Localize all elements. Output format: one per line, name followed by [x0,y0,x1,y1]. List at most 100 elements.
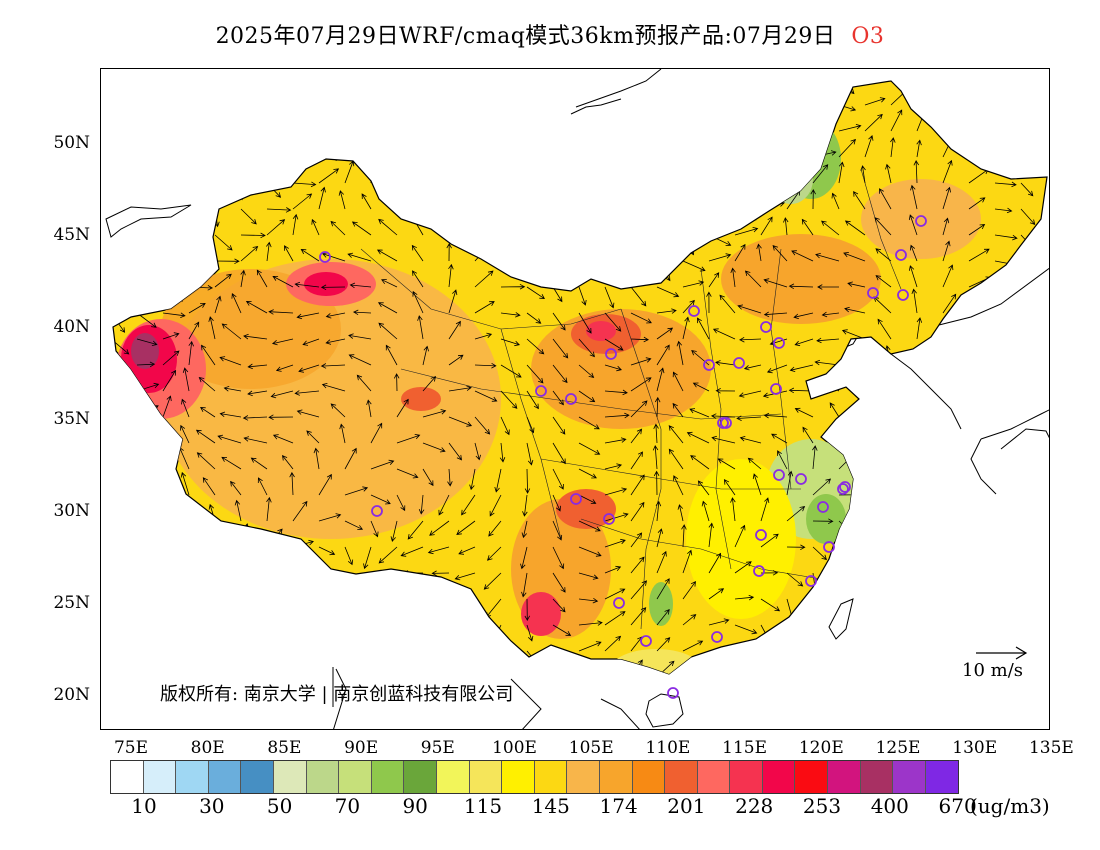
wind-arrow [890,494,897,514]
wind-arrow [552,442,566,465]
wind-arrow [864,135,874,158]
wind-arrow [608,104,632,113]
wind-arrow [811,81,817,104]
wind-arrow [113,442,135,448]
wind-arrow [786,130,795,148]
wind-arrow [162,660,177,674]
wind-arrow [942,390,968,396]
city-marker [603,513,615,525]
wind-arrow [111,686,119,703]
wind-arrow [815,253,840,262]
wind-arrow [188,550,198,574]
colorbar-swatch [828,761,861,793]
wind-arrow [474,221,487,236]
wind-arrow [486,546,502,561]
wind-arrow [391,165,398,184]
wind-arrow [604,286,615,309]
wind-arrow [320,363,346,369]
wind-arrow [955,494,970,516]
wind-arrow [678,208,684,227]
wind-arrow [431,570,450,577]
wind-arrow [1020,156,1038,174]
wind-arrow [448,416,473,427]
wind-arrow [916,414,942,420]
species-label: O3 [851,24,885,49]
wind-arrow [214,295,222,314]
wind-arrow [500,176,525,184]
wind-arrow [396,134,403,158]
wind-arrow [942,357,964,366]
wind-arrow [399,617,424,626]
wind-arrow [942,115,953,132]
wind-arrow [655,500,662,522]
wind-arrow [552,156,563,179]
wind-arrow [604,635,622,652]
wind-arrow [188,260,209,277]
wind-arrow [690,455,710,470]
wind-arrow [578,620,603,626]
wind-arrow [734,243,746,262]
city-marker [753,565,765,577]
wind-arrow [689,408,710,418]
wind-arrow [1018,520,1025,542]
wind-arrow [396,494,406,512]
wind-arrow [272,276,294,288]
japan-coast [970,409,1049,495]
wind-arrow [697,480,710,496]
wind-arrow [266,219,286,236]
wind-arrow [524,598,531,622]
wind-arrow [266,566,287,574]
wind-arrow [604,389,628,396]
wind-arrow [604,611,626,626]
wind-arrow [474,244,490,262]
wind-arrow [162,332,180,340]
wind-arrow [763,278,788,288]
wind-arrow [772,244,788,262]
wind-arrow [291,130,298,153]
wind-arrow [492,624,502,644]
wind-arrow [1021,695,1038,703]
wind-arrow [831,192,840,210]
wind-arrow [1046,468,1047,485]
wind-arrow [162,369,177,392]
wind-arrow [318,104,327,128]
wind-arrow [448,263,454,288]
longitude-label: 105E [568,738,614,758]
wind-arrow [552,364,568,384]
wind-arrow [326,598,346,616]
wind-arrow [632,81,658,82]
wind-arrow [552,670,576,674]
wind-arrow [630,312,652,324]
wind-arrow [118,182,138,197]
wind-arrow [930,677,943,692]
wind-arrow [1046,260,1047,281]
city-marker [613,597,625,609]
wind-arrow [711,435,736,444]
wind-arrow [526,234,547,248]
latitude-label: 45N [53,225,90,245]
wind-arrow [1047,689,1050,703]
longitude-label: 125E [875,738,921,758]
wind-arrow [588,182,606,200]
wind-arrow [870,672,892,674]
wind-arrow [552,390,564,406]
wind-arrow [292,500,308,522]
wind-arrow [374,572,398,580]
wind-arrow [136,533,154,548]
wind-arrow [786,505,806,522]
wind-arrow [682,316,690,340]
wind-arrow [228,156,242,176]
wind-arrow [162,530,171,548]
wind-arrow [847,701,865,706]
city-marker [565,393,577,405]
wind-arrow [526,416,535,434]
wind-arrow [654,396,661,418]
wind-arrow [230,480,242,496]
wind-arrow [488,520,502,537]
wind-arrow [370,494,391,505]
city-marker [805,575,817,587]
wind-arrow [447,468,453,487]
wind-arrow [1046,546,1047,565]
wind-arrow [578,442,601,455]
wind-arrow [318,513,342,522]
